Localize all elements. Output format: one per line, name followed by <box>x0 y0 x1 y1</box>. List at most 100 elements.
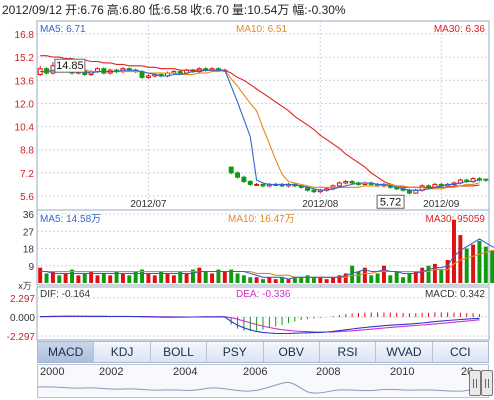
volume-bar <box>70 269 74 283</box>
volume-bar <box>471 244 476 283</box>
volume-bar <box>267 277 272 283</box>
volume-bar <box>127 275 132 283</box>
volume-bar <box>165 273 170 283</box>
volume-bar <box>375 273 380 283</box>
candle-body <box>260 183 266 187</box>
volume-bar <box>235 273 240 283</box>
timeline-handle-right[interactable] <box>481 370 493 396</box>
volume-legend-ma30: MA30: 95059 <box>426 214 486 225</box>
volume-tick-label: 27 <box>23 227 35 238</box>
volume-bar <box>280 277 285 283</box>
macd-legend-macd: MACD: 0.342 <box>425 289 485 300</box>
volume-bar <box>413 271 418 283</box>
high-annotation-box <box>54 58 86 73</box>
volume-bar <box>483 246 488 283</box>
quote-high: 高:6.80 <box>106 3 146 17</box>
volume-bar <box>286 279 291 283</box>
volume-bar <box>216 269 221 283</box>
timeline-navigator[interactable]: 2000 2002 2004 2006 2008 2010 20 <box>37 364 493 398</box>
price-tick-label: 8.8 <box>20 146 34 157</box>
volume-bar <box>159 271 164 283</box>
volume-bar <box>381 265 386 283</box>
timeline-overview-line <box>38 381 488 394</box>
price-tick-label: 15.2 <box>15 53 35 64</box>
macd-legend-dea: DEA: -0.336 <box>236 289 291 300</box>
low-annotation-label: 5.72 <box>380 196 401 208</box>
volume-bar <box>261 279 265 283</box>
timeline-handle-left[interactable] <box>469 370 481 396</box>
tab-rsi[interactable]: RSI <box>320 342 377 362</box>
price-tick-label: 16.8 <box>15 30 35 41</box>
volume-bar <box>343 273 348 283</box>
volume-bar <box>190 269 195 283</box>
price-tick-label: 10.4 <box>15 123 35 134</box>
volume-bar <box>292 277 297 283</box>
volume-ma10-line <box>40 249 494 278</box>
price-legend-ma30: MA30: 6.36 <box>434 24 486 35</box>
price-legend-ma10: MA10: 6.51 <box>236 24 288 35</box>
volume-bar <box>76 275 81 283</box>
volume-bar <box>331 277 336 283</box>
volume-bar <box>63 273 68 283</box>
volume-bar <box>57 275 62 283</box>
volume-bar <box>426 265 431 283</box>
volume-unit-label: x万 <box>18 281 32 291</box>
price-tick-label: 12.0 <box>15 99 35 110</box>
candle-body <box>343 181 349 184</box>
price-panel-frame <box>36 20 490 211</box>
tab-kdj[interactable]: KDJ <box>94 342 151 362</box>
volume-bar <box>95 275 100 283</box>
volume-bar <box>38 267 43 283</box>
timeline-label-2010: 2010 <box>390 366 415 378</box>
low-annotation-box <box>376 194 405 209</box>
volume-tick-label: 9 <box>28 262 34 273</box>
volume-bar <box>89 271 94 283</box>
volume-bar <box>305 275 310 283</box>
volume-bar <box>222 271 227 283</box>
quote-open: 开:6.76 <box>65 3 104 17</box>
volume-bar <box>203 271 208 283</box>
volume-bar <box>394 271 399 283</box>
volume-bar <box>171 275 176 283</box>
volume-bar <box>197 267 202 283</box>
price-legend-ma5: MA5: 6.71 <box>40 24 86 35</box>
timeline-label-2002: 2002 <box>99 366 124 378</box>
volume-ma5-line <box>40 238 494 280</box>
volume-bar <box>350 265 355 283</box>
tab-cci[interactable]: CCI <box>449 345 471 359</box>
tab-macd[interactable]: MACD <box>38 342 95 362</box>
volume-bar <box>356 271 361 283</box>
volume-bar <box>140 269 145 283</box>
quote-low: 低:6.58 <box>148 3 188 17</box>
volume-bar <box>452 219 456 283</box>
volume-bar <box>337 275 342 283</box>
volume-bar <box>108 275 113 283</box>
candle-body <box>228 166 234 174</box>
volume-bar <box>229 269 234 283</box>
price-tick-label: 5.6 <box>20 192 34 203</box>
quote-date: 2012/09/12 <box>2 3 63 17</box>
volume-bar <box>477 240 482 283</box>
date-tick-label: 2012/08 <box>302 199 339 210</box>
date-tick-label: 2012/09 <box>423 199 460 210</box>
volume-bar <box>178 271 183 283</box>
tab-obv[interactable]: OBV <box>264 342 320 362</box>
candle-body <box>177 71 183 74</box>
volume-legend-ma5: MA5: 14.58万 <box>40 214 101 225</box>
volume-bar <box>445 260 450 283</box>
volume-bar <box>432 263 437 283</box>
macd-tick-label: 0.000 <box>10 313 35 324</box>
tab-boll[interactable]: BOLL <box>151 342 208 362</box>
tab-psy[interactable]: PSY <box>207 342 264 362</box>
volume-legend-ma10: MA10: 16.47万 <box>228 214 295 225</box>
timeline-label-2006: 2006 <box>243 366 268 378</box>
volume-bar <box>490 250 494 283</box>
volume-bar <box>439 269 444 283</box>
macd-dif-line <box>40 315 480 335</box>
candle-body <box>241 176 247 183</box>
volume-bar <box>146 273 151 283</box>
price-tick-label: 7.2 <box>20 169 34 180</box>
volume-bar <box>152 275 157 283</box>
tab-wvad[interactable]: WVAD <box>376 342 433 362</box>
